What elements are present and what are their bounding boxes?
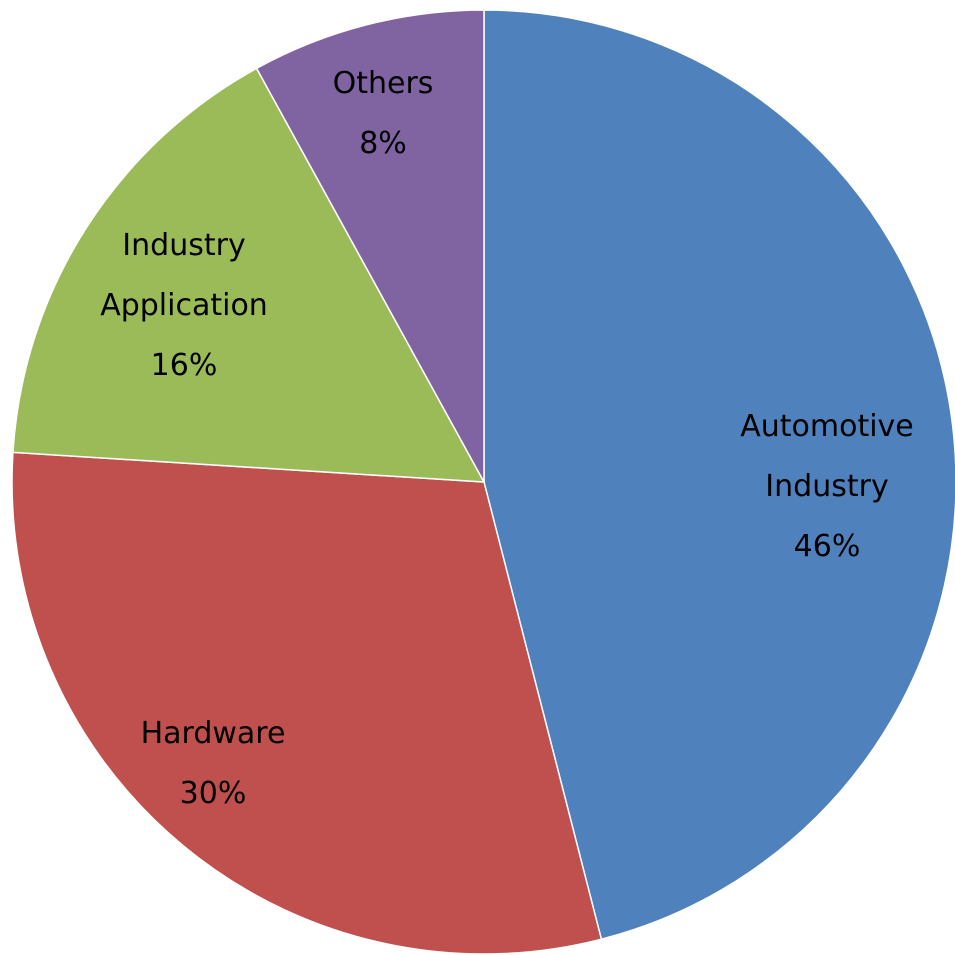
pie-slice-hardware: [11, 451, 603, 955]
pie-slice-automotive-industry: [483, 9, 955, 941]
slice-label-automotive-industry: Automotive Industry 46%: [740, 409, 914, 564]
slice-label-hardware: Hardware 30%: [141, 716, 286, 811]
slice-name-label: Industry: [122, 228, 245, 263]
slice-percent-label: 8%: [359, 126, 407, 161]
pie-slice-others: [255, 9, 485, 483]
slice-percent-label: 46%: [794, 529, 861, 564]
slices-layer: [11, 9, 955, 955]
slice-name-label: Application: [100, 288, 268, 323]
slice-percent-label: 30%: [180, 776, 247, 811]
slice-name-label: Industry: [765, 469, 888, 504]
slice-name-label: Others: [333, 66, 434, 101]
pie-slice-industry-application: [12, 67, 486, 483]
slice-percent-label: 16%: [151, 348, 218, 383]
labels-layer: Automotive Industry 46% Hardware 30% Industry…: [100, 66, 914, 811]
slice-name-label: Automotive: [740, 409, 914, 444]
slice-label-others: Others 8%: [333, 66, 434, 161]
slice-label-industry-application: Industry Application 16%: [100, 228, 268, 383]
slice-name-label: Hardware: [141, 716, 286, 751]
